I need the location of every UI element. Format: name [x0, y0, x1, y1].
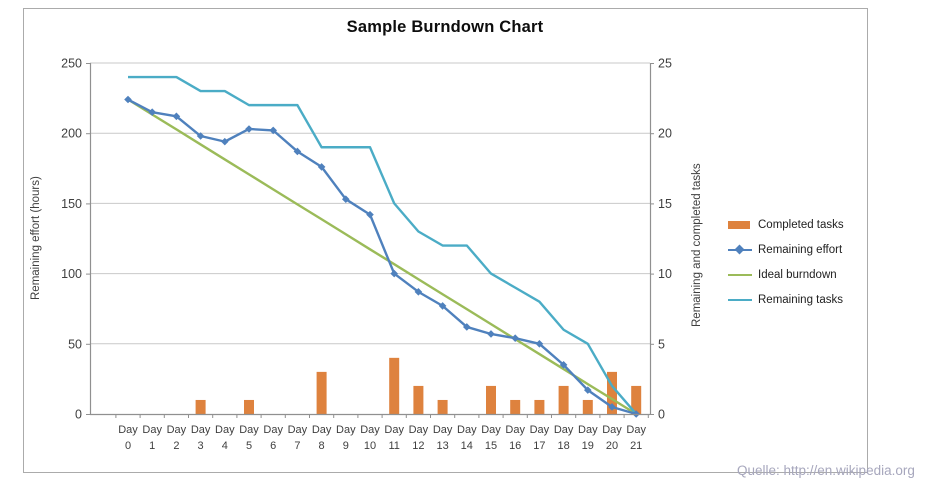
svg-text:25: 25 — [658, 57, 672, 71]
svg-text:21: 21 — [630, 440, 642, 452]
x-axis-category-labels: Day 0 Day 1 Day 2 Day 3 Day 4 Day 5 Day 6 Day 7 Day 8 Day 9… — [118, 424, 646, 452]
chart-title: Sample Burndown Chart — [346, 18, 544, 36]
svg-text:14: 14 — [461, 440, 473, 452]
svg-text:2: 2 — [173, 440, 179, 452]
svg-text:Day: Day — [505, 424, 525, 436]
svg-text:Day: Day — [409, 424, 429, 436]
svg-text:50: 50 — [68, 337, 82, 351]
svg-text:Day: Day — [384, 424, 404, 436]
svg-text:Day: Day — [215, 424, 235, 436]
svg-text:7: 7 — [294, 440, 300, 452]
series-ideal-burndown-line — [127, 98, 637, 416]
svg-text:5: 5 — [658, 337, 665, 351]
legend-item-remaining-effort: Remaining effort — [728, 237, 844, 262]
chart-frame — [23, 8, 868, 473]
svg-text:Day: Day — [263, 424, 283, 436]
svg-text:15: 15 — [485, 440, 497, 452]
line-swatch-icon — [728, 295, 752, 305]
legend-item-remaining-tasks: Remaining tasks — [728, 287, 844, 312]
svg-text:Day: Day — [142, 424, 162, 436]
line-swatch-icon — [728, 270, 752, 280]
legend-label: Remaining effort — [758, 243, 843, 256]
legend-label: Ideal burndown — [758, 268, 837, 281]
svg-text:200: 200 — [61, 127, 82, 141]
chart-legend: Completed tasks Remaining effort Ideal b… — [728, 212, 844, 312]
line-diamond-swatch-icon — [728, 244, 752, 255]
svg-text:250: 250 — [61, 57, 82, 71]
svg-text:20: 20 — [658, 127, 672, 141]
right-axis-tick-labels: 0 5 10 15 20 25 — [658, 57, 672, 422]
right-axis-title: Remaining and completed tasks — [691, 163, 703, 327]
legend-label: Completed tasks — [758, 218, 844, 231]
svg-text:18: 18 — [557, 440, 569, 452]
svg-text:10: 10 — [364, 440, 376, 452]
svg-text:Day: Day — [239, 424, 259, 436]
svg-text:0: 0 — [125, 440, 131, 452]
left-axis-title: Remaining effort (hours) — [30, 176, 42, 300]
svg-text:Day: Day — [336, 424, 356, 436]
legend-item-ideal-burndown: Ideal burndown — [728, 262, 844, 287]
left-axis-tick-labels: 0 50 100 150 200 250 — [61, 57, 82, 422]
svg-text:Day: Day — [554, 424, 574, 436]
svg-text:5: 5 — [246, 440, 252, 452]
svg-text:Day: Day — [118, 424, 138, 436]
svg-text:Day: Day — [433, 424, 453, 436]
svg-text:Day: Day — [288, 424, 308, 436]
svg-text:0: 0 — [658, 408, 665, 422]
svg-text:13: 13 — [436, 440, 448, 452]
svg-text:12: 12 — [412, 440, 424, 452]
source-attribution: Quelle: http://en.wikipedia.org — [737, 463, 915, 478]
svg-text:150: 150 — [61, 197, 82, 211]
svg-text:16: 16 — [509, 440, 521, 452]
svg-text:10: 10 — [658, 267, 672, 281]
gridlines — [90, 62, 650, 345]
bar-swatch-icon — [728, 220, 752, 230]
svg-text:11: 11 — [388, 440, 399, 452]
svg-text:Day: Day — [360, 424, 380, 436]
svg-text:Day: Day — [602, 424, 622, 436]
svg-text:8: 8 — [319, 440, 325, 452]
svg-text:Day: Day — [167, 424, 187, 436]
svg-text:15: 15 — [658, 197, 672, 211]
svg-text:Day: Day — [626, 424, 646, 436]
svg-text:17: 17 — [533, 440, 545, 452]
svg-text:Day: Day — [457, 424, 477, 436]
svg-text:19: 19 — [582, 440, 594, 452]
svg-text:4: 4 — [222, 440, 228, 452]
svg-text:100: 100 — [61, 267, 82, 281]
legend-item-completed-tasks: Completed tasks — [728, 212, 844, 237]
legend-label: Remaining tasks — [758, 293, 844, 306]
series-completed-tasks-bars — [195, 357, 642, 414]
svg-text:9: 9 — [343, 440, 349, 452]
series-remaining-effort-line — [124, 95, 640, 418]
svg-text:Day: Day — [578, 424, 598, 436]
svg-text:Day: Day — [481, 424, 501, 436]
svg-text:1: 1 — [149, 440, 155, 452]
svg-text:3: 3 — [198, 440, 204, 452]
svg-text:20: 20 — [606, 440, 618, 452]
axes — [86, 63, 654, 418]
series-remaining-tasks-line — [128, 75, 638, 415]
svg-text:0: 0 — [75, 408, 82, 422]
svg-text:Day: Day — [312, 424, 332, 436]
svg-text:Day: Day — [191, 424, 211, 436]
svg-text:6: 6 — [270, 440, 276, 452]
svg-text:Day: Day — [530, 424, 550, 436]
